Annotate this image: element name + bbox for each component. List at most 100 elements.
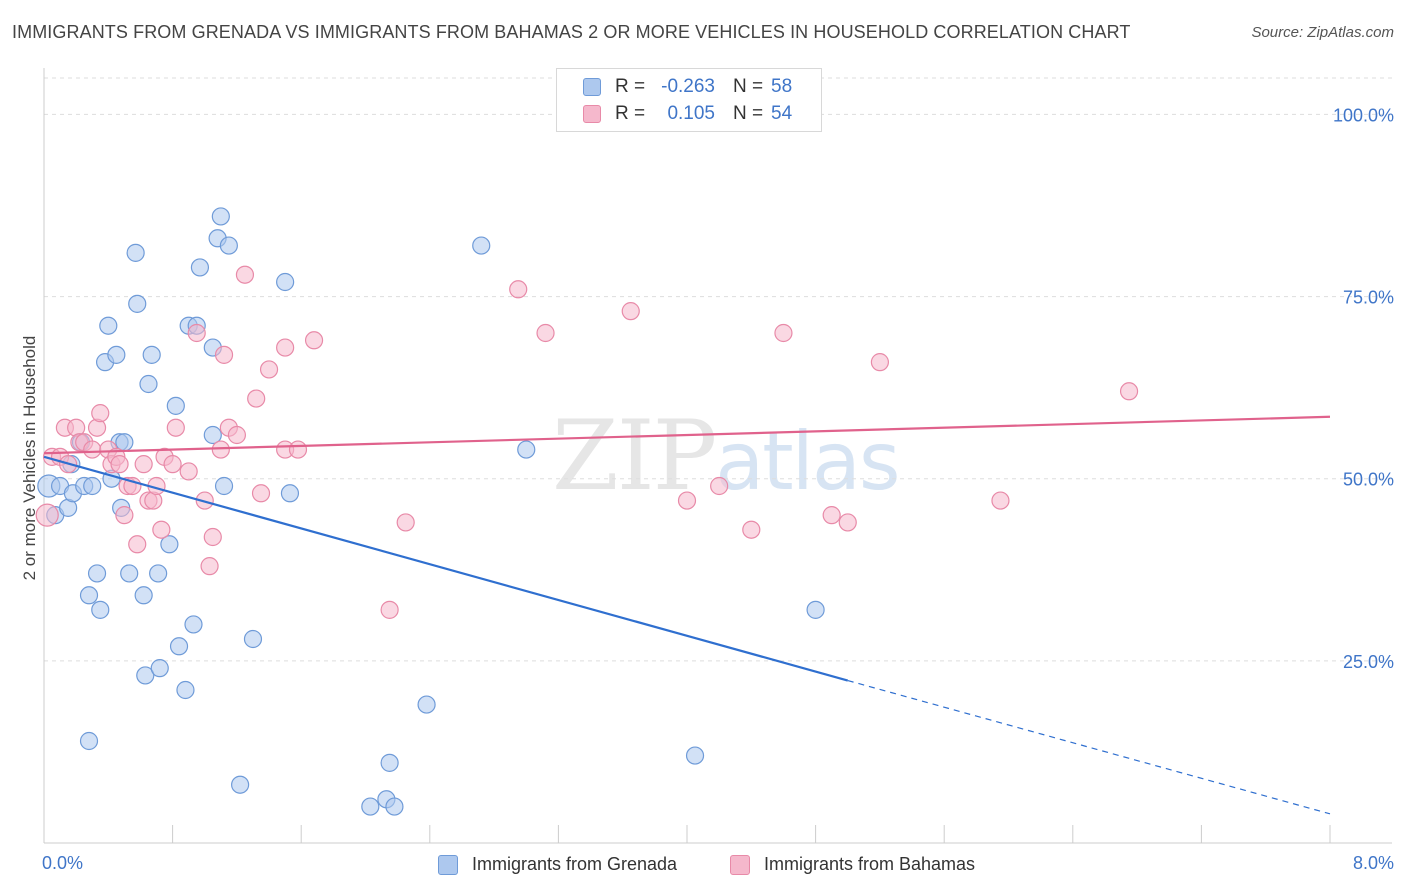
- trend-layer: [43, 415, 1331, 815]
- grenada-point: [184, 615, 203, 634]
- tick-label-layer: 25.0% 50.0% 75.0% 100.0% 0.0% 8.0%: [42, 105, 1394, 873]
- bahamas-point: [203, 527, 222, 547]
- bahamas-point: [179, 462, 198, 481]
- grenada-point: [219, 236, 238, 255]
- grenada-point: [139, 374, 158, 394]
- bahamas-point: [870, 353, 890, 372]
- source-label: Source: ZipAtlas.com: [1251, 24, 1394, 41]
- chart-title: IMMIGRANTS FROM GRENADA VS IMMIGRANTS FR…: [12, 22, 1131, 42]
- bahamas-swatch: [583, 105, 601, 123]
- grenada-point: [160, 535, 179, 554]
- bahamas-point: [163, 455, 182, 474]
- bahamas-point: [247, 389, 266, 408]
- bahamas-point: [187, 323, 206, 343]
- bahamas-point: [822, 506, 841, 525]
- bahamas-point: [35, 503, 59, 527]
- bahamas-point: [251, 484, 271, 503]
- correlation-stats-box: R = -0.263 N = 58 R = 0.105 N = 54: [556, 68, 822, 132]
- grenada-point: [214, 476, 234, 496]
- grenada-point: [361, 797, 380, 816]
- bahamas-point: [288, 440, 308, 459]
- bahamas-point: [1119, 382, 1139, 401]
- n-value: 58: [771, 76, 793, 97]
- grenada-point: [685, 746, 705, 765]
- grenada-point: [120, 564, 139, 583]
- bahamas-point: [304, 331, 324, 350]
- bahamas-point: [621, 302, 640, 321]
- bahamas-point: [380, 600, 399, 619]
- grenada-point: [517, 440, 536, 459]
- legend-label: Immigrants from Bahamas: [764, 854, 976, 874]
- bahamas-legend-swatch: [730, 855, 750, 875]
- n-value: 54: [771, 103, 793, 124]
- grenada-legend-swatch: [438, 855, 458, 875]
- grenada-point: [87, 564, 107, 583]
- grenada-point: [380, 753, 399, 772]
- r-label: R =: [615, 76, 646, 97]
- bahamas-point: [677, 491, 697, 510]
- bahamas-point: [838, 513, 857, 532]
- bahamas-point: [742, 520, 761, 539]
- grenada-point: [243, 629, 263, 649]
- grenada-point: [211, 207, 230, 226]
- bahamas-point: [276, 338, 295, 357]
- bahamas-point: [211, 440, 230, 459]
- grenada-point: [128, 294, 147, 313]
- x-tick-label: 0.0%: [42, 853, 83, 873]
- grenada-point: [176, 680, 195, 700]
- bahamas-point: [128, 535, 147, 554]
- grenada-swatch: [583, 78, 601, 96]
- bahamas-point: [152, 520, 171, 539]
- y-tick-label: 50.0%: [1343, 470, 1394, 490]
- n-label: N =: [733, 76, 764, 97]
- grenada-trend-extension: [847, 679, 1331, 815]
- grenada-point: [91, 600, 110, 619]
- bahamas-point: [166, 418, 185, 437]
- bahamas-point: [991, 491, 1010, 510]
- grenada-point: [276, 272, 295, 292]
- grenada-point: [142, 345, 161, 364]
- grenada-point: [166, 396, 185, 415]
- grenada-point: [134, 586, 153, 605]
- bahamas-point: [774, 323, 793, 343]
- grenada-point: [280, 484, 300, 503]
- y-axis-label: 2 or more Vehicles in Household: [20, 335, 39, 581]
- r-label: R =: [615, 103, 646, 124]
- grenada-point: [190, 258, 210, 277]
- bahamas-point: [710, 476, 729, 496]
- x-tick-label: 8.0%: [1353, 853, 1394, 873]
- points-layer: [35, 207, 1139, 816]
- bahamas-point: [200, 557, 219, 576]
- grenada-point: [203, 425, 222, 445]
- grenada-point: [417, 695, 436, 714]
- r-value: 0.105: [667, 103, 715, 124]
- n-label: N =: [733, 103, 764, 124]
- grenada-point: [150, 659, 169, 678]
- bahamas-point: [235, 265, 255, 284]
- grenada-point: [149, 564, 168, 583]
- bahamas-point: [536, 323, 555, 343]
- bahamas-point: [227, 425, 246, 445]
- r-value: -0.263: [661, 76, 715, 97]
- bahamas-point: [396, 513, 415, 532]
- grenada-point: [385, 797, 404, 816]
- bahamas-point: [259, 360, 279, 379]
- grenada-trend-line: [43, 455, 849, 682]
- y-tick-label: 100.0%: [1333, 105, 1394, 125]
- grenada-point: [79, 731, 99, 751]
- grenada-point: [99, 316, 118, 335]
- legend-label: Immigrants from Grenada: [472, 854, 678, 874]
- grenada-point: [107, 345, 126, 364]
- bahamas-point: [509, 280, 528, 299]
- grenada-point: [806, 600, 825, 619]
- bahamas-point: [91, 404, 110, 423]
- bahamas-point: [110, 455, 129, 474]
- bahamas-point: [134, 455, 153, 474]
- bahamas-point: [115, 506, 134, 525]
- grenada-point: [136, 666, 155, 685]
- grenada-point: [126, 243, 145, 262]
- grid-layer: [44, 77, 1392, 662]
- grenada-point: [472, 236, 491, 255]
- grenada-point: [231, 775, 250, 794]
